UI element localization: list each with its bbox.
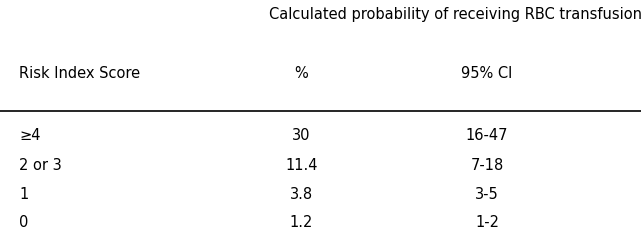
Text: 1-2: 1-2 [475,215,499,230]
Text: ≥4: ≥4 [19,128,41,143]
Text: 16-47: 16-47 [466,128,508,143]
Text: 30: 30 [292,128,310,143]
Text: 1.2: 1.2 [290,215,313,230]
Text: 3.8: 3.8 [290,187,313,202]
Text: 11.4: 11.4 [285,158,317,173]
Text: Risk Index Score: Risk Index Score [19,66,140,81]
Text: 1: 1 [19,187,28,202]
Text: 0: 0 [19,215,29,230]
Text: 2 or 3: 2 or 3 [19,158,62,173]
Text: 7-18: 7-18 [470,158,504,173]
Text: %: % [294,66,308,81]
Text: 95% CI: 95% CI [462,66,513,81]
Text: 3-5: 3-5 [475,187,499,202]
Text: Calculated probability of receiving RBC transfusion: Calculated probability of receiving RBC … [269,7,641,22]
